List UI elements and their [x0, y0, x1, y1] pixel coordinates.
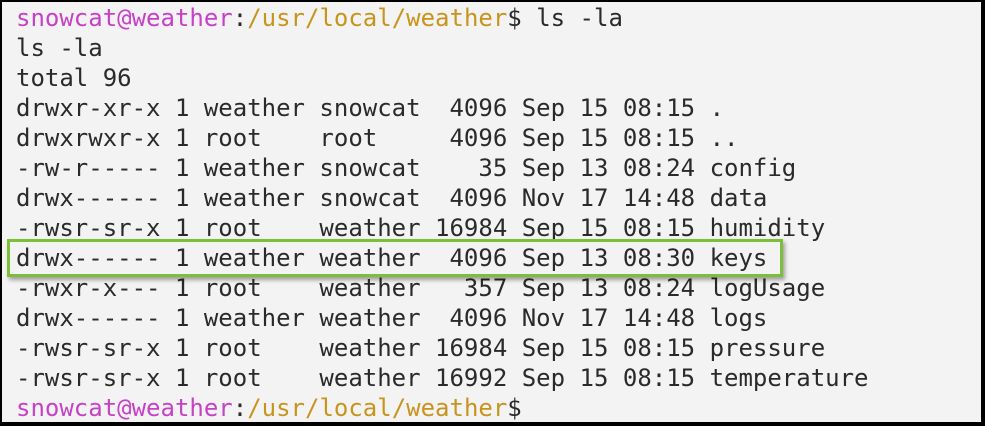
prompt-user-host: snowcat@weather [16, 394, 233, 422]
prompt-separator: : [232, 394, 248, 422]
list-item: drwxr-xr-x 1 weather snowcat 4096 Sep 15… [16, 94, 725, 122]
list-item: drwxrwxr-x 1 root root 4096 Sep 15 08:15… [16, 124, 739, 152]
prompt-line: snowcat@weather:/usr/local/weather$ ls -… [16, 3, 869, 33]
prompt-user-host: snowcat@weather [16, 4, 233, 32]
command-echo: ls -la [16, 34, 103, 62]
prompt-path: /usr/local/weather [247, 394, 508, 422]
list-item: -rwsr-sr-x 1 root weather 16992 Sep 15 0… [16, 364, 869, 392]
list-item: -rw-r----- 1 weather snowcat 35 Sep 13 0… [16, 154, 797, 182]
prompt-path: /usr/local/weather [247, 4, 508, 32]
list-item-highlighted: drwx------ 1 weather weather 4096 Sep 13… [16, 244, 768, 272]
prompt-symbol: $ [507, 394, 522, 422]
prompt-symbol: $ [507, 4, 522, 32]
terminal-window[interactable]: snowcat@weather:/usr/local/weather$ ls -… [2, 2, 981, 422]
terminal-output: snowcat@weather:/usr/local/weather$ ls -… [16, 3, 869, 423]
list-item: -rwsr-sr-x 1 root weather 16984 Sep 15 0… [16, 214, 826, 242]
list-item: -rwsr-sr-x 1 root weather 16984 Sep 15 0… [16, 334, 826, 362]
prompt-line[interactable]: snowcat@weather:/usr/local/weather$ [16, 393, 869, 423]
list-item: -rwxr-x--- 1 root weather 357 Sep 13 08:… [16, 274, 826, 302]
prompt-separator: : [232, 4, 248, 32]
prompt-command: ls -la [521, 4, 623, 32]
list-item: drwx------ 1 weather snowcat 4096 Nov 17… [16, 184, 768, 212]
total-line: total 96 [16, 64, 132, 92]
list-item: drwx------ 1 weather weather 4096 Nov 17… [16, 304, 768, 332]
highlight-box [7, 239, 783, 277]
